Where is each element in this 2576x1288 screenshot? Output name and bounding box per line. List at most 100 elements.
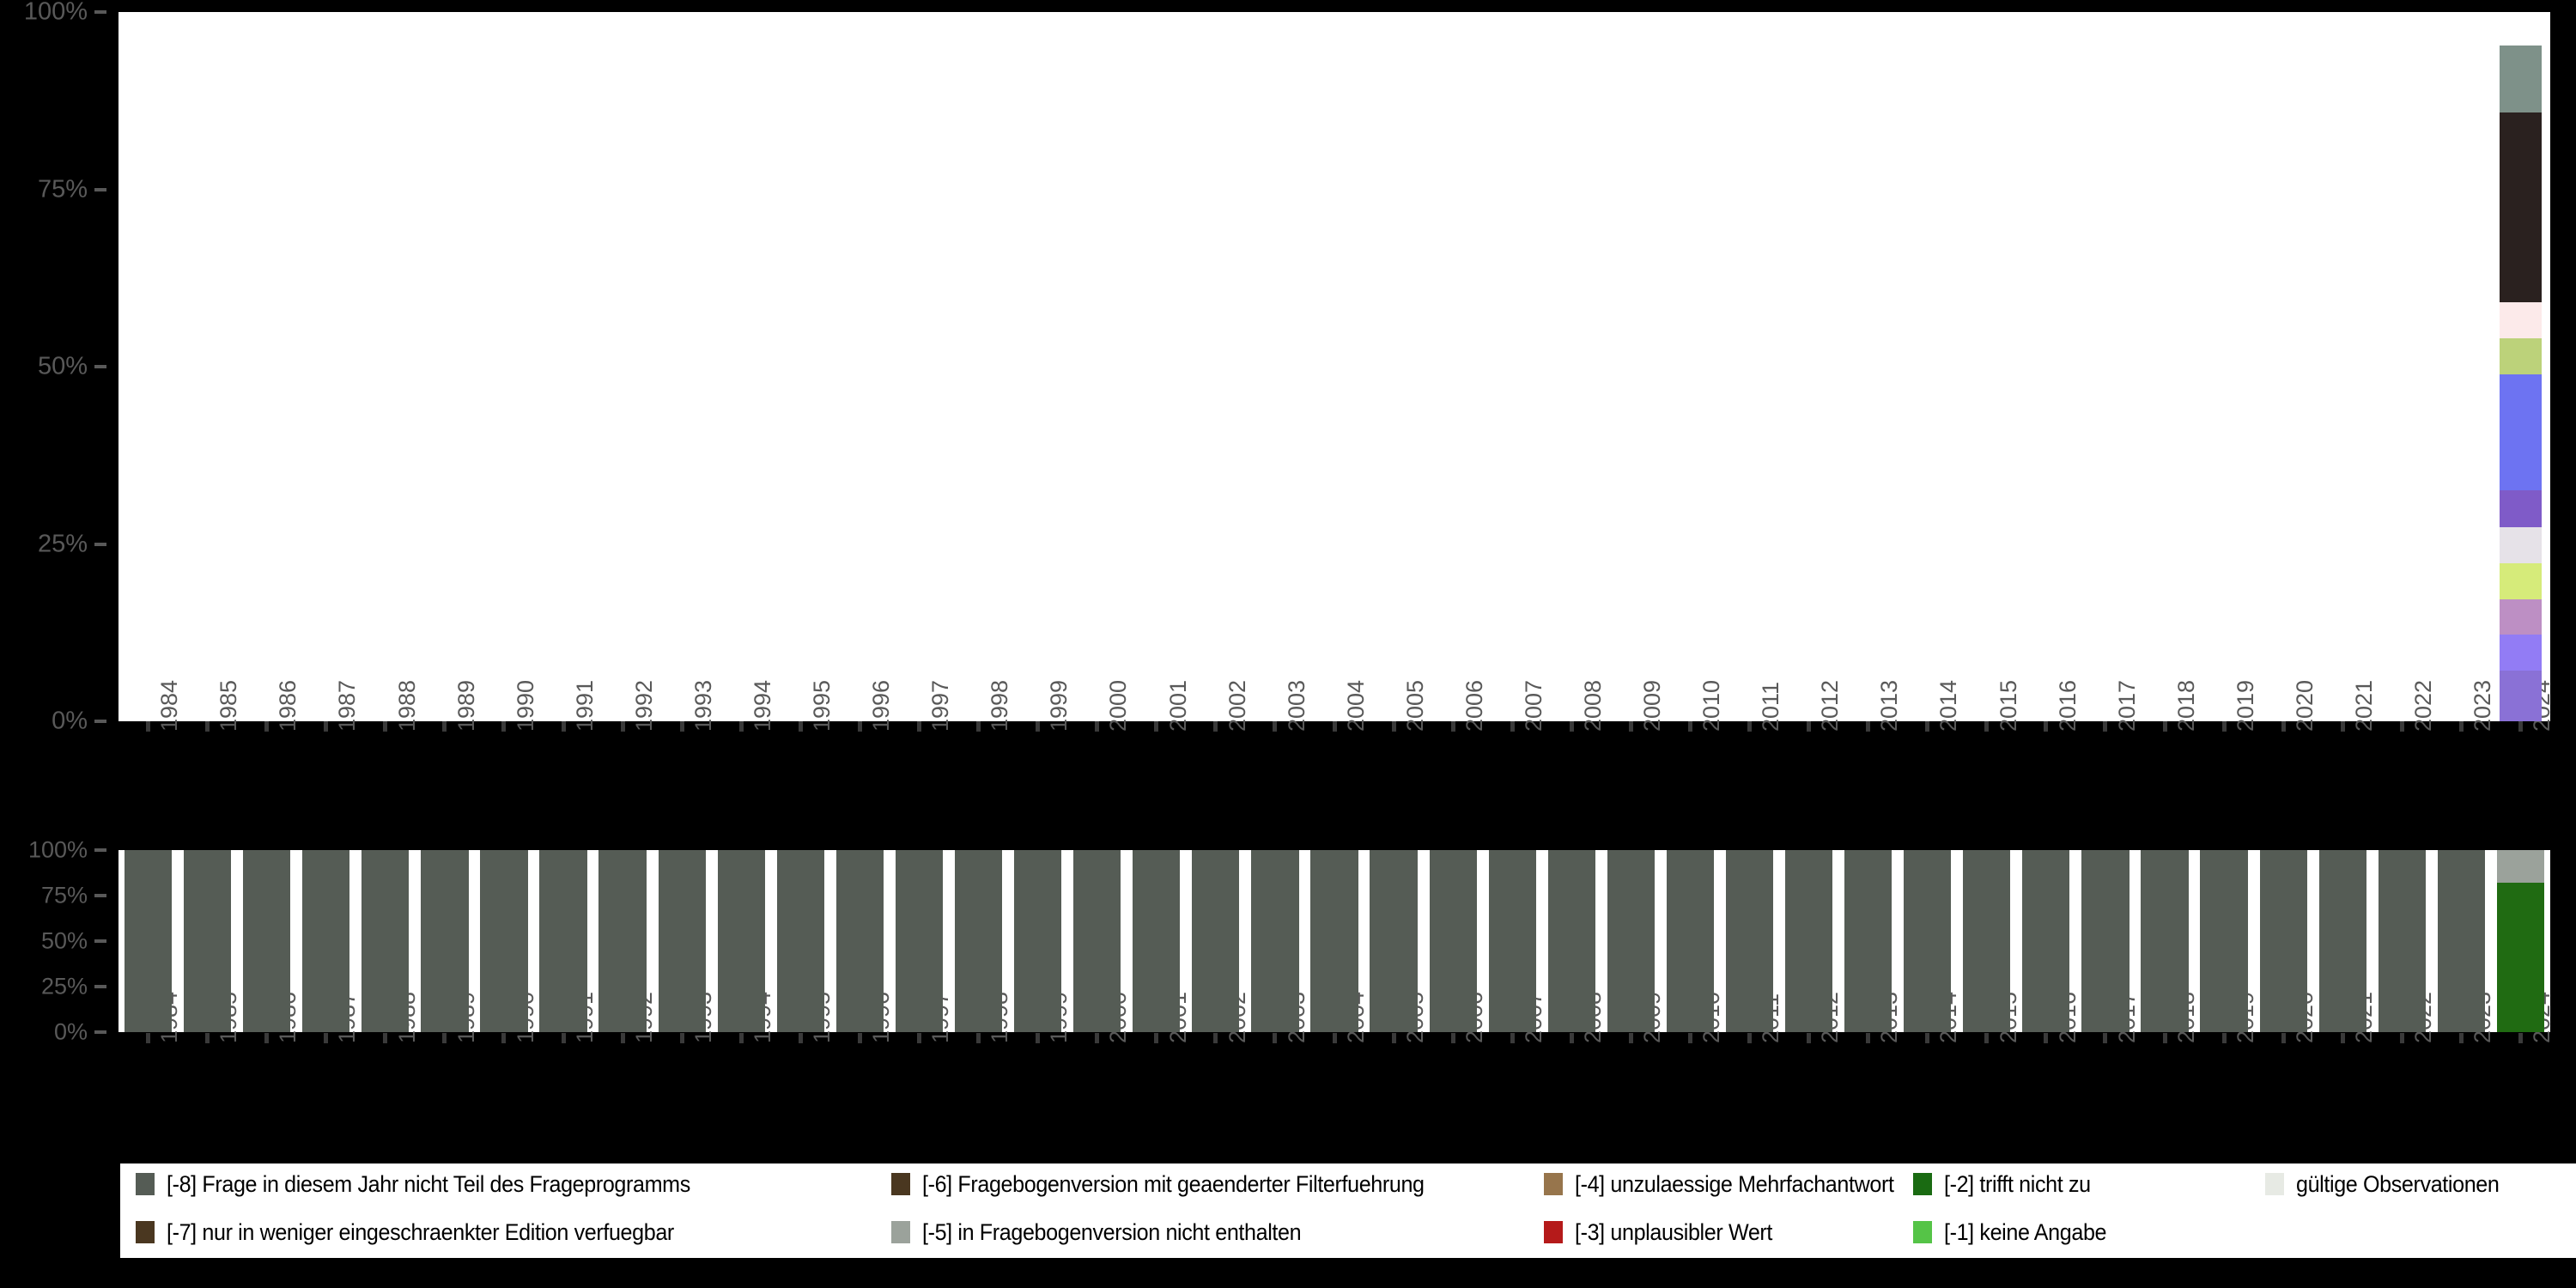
bar-2024 [2497, 850, 2544, 1032]
legend-swatch-icon [136, 1173, 155, 1195]
x-axis-tick-mark [1451, 1033, 1455, 1043]
legend-item[interactable]: [-3] unplausibler Wert [1544, 1217, 1787, 1248]
x-axis-tick-mark [1154, 1033, 1158, 1043]
bar-segment [2500, 490, 2543, 527]
bar-segment [2500, 46, 2543, 112]
bar-segment [1133, 850, 1180, 1032]
x-axis-tick-mark [1570, 1033, 1574, 1043]
bar-2002 [1192, 850, 1239, 1032]
bar-segment [2200, 850, 2247, 1032]
bar-segment [1192, 850, 1239, 1032]
x-axis-tick-mark [2103, 1033, 2107, 1043]
legend-swatch-icon [1913, 1173, 1932, 1195]
x-axis-tick-mark [1510, 721, 1515, 732]
x-axis-tick-mark [1213, 1033, 1218, 1043]
legend-item[interactable]: [-6] Fragebogenversion mit geaenderter F… [891, 1169, 1462, 1200]
bar-2009 [1607, 850, 1655, 1032]
legend-item[interactable]: [-2] trifft nicht zu [1913, 1169, 2102, 1200]
legend-item[interactable]: [-4] unzulaessige Mehrfachantwort [1544, 1169, 1918, 1200]
x-axis-tick-mark [205, 1033, 210, 1043]
x-axis-tick-mark [1747, 1033, 1752, 1043]
bar-segment [2319, 850, 2366, 1032]
bar-2001 [1133, 850, 1180, 1032]
x-axis-tick-mark [2459, 1033, 2464, 1043]
legend-item[interactable]: [-1] keine Angabe [1913, 1217, 2118, 1248]
legend-item[interactable]: gültige Observationen [2265, 1169, 2514, 1200]
legend-label: [-4] unzulaessige Mehrfachantwort [1575, 1171, 1894, 1198]
legend-item[interactable]: [-7] nur in weniger eingeschraenkter Edi… [136, 1217, 712, 1248]
x-axis-tick-mark [1392, 721, 1396, 732]
x-axis-tick-mark [264, 1033, 269, 1043]
x-axis-tick-mark [858, 721, 862, 732]
bar-segment [1963, 850, 2010, 1032]
x-axis-tick-mark [383, 1033, 387, 1043]
legend-swatch-icon [1544, 1173, 1563, 1195]
x-axis-tick-mark [1866, 721, 1870, 732]
bar-1990 [480, 850, 527, 1032]
x-axis-tick-mark [621, 1033, 625, 1043]
x-axis-tick-mark [858, 1033, 862, 1043]
legend-item[interactable]: [-8] Frage in diesem Jahr nicht Teil des… [136, 1169, 730, 1200]
bar-2022 [2379, 850, 2426, 1032]
y-axis-tick-label: 75% [41, 883, 88, 909]
x-axis-tick-mark [2163, 1033, 2167, 1043]
y-axis-tick-mark [94, 894, 106, 897]
x-axis-tick-mark [146, 721, 150, 732]
bar-2016 [2022, 850, 2069, 1032]
x-axis-tick-mark [562, 1033, 566, 1043]
x-axis-tick-mark [1807, 721, 1811, 732]
x-axis-tick-mark [1095, 721, 1099, 732]
legend-label: [-7] nur in weniger eingeschraenkter Edi… [167, 1219, 674, 1246]
x-axis-tick-mark [1095, 1033, 1099, 1043]
y-axis-tick-label: 75% [38, 175, 88, 204]
y-axis-tick-label: 25% [38, 530, 88, 558]
legend-label: [-2] trifft nicht zu [1944, 1171, 2091, 1198]
x-axis-tick-mark [2103, 721, 2107, 732]
bar-2005 [1370, 850, 1417, 1032]
legend-item[interactable]: [-5] in Fragebogenversion nicht enthalte… [891, 1217, 1329, 1248]
bar-segment [1251, 850, 1298, 1032]
bar-segment [1489, 850, 1536, 1032]
bar-segment [361, 850, 409, 1032]
bar-2007 [1489, 850, 1536, 1032]
bar-segment [2438, 850, 2485, 1032]
x-axis-tick-mark [1213, 721, 1218, 732]
x-axis-tick-mark [264, 721, 269, 732]
x-axis-tick-mark [2281, 721, 2286, 732]
x-axis-tick-mark [1570, 721, 1574, 732]
bar-segment [2500, 563, 2543, 599]
bar-2019 [2200, 850, 2247, 1032]
x-axis-tick-mark [2400, 721, 2404, 732]
bar-1989 [421, 850, 468, 1032]
legend-label: [-5] in Fragebogenversion nicht enthalte… [922, 1219, 1301, 1246]
x-axis-tick-mark [2163, 721, 2167, 732]
bar-segment [1785, 850, 1832, 1032]
x-axis-tick-mark [621, 721, 625, 732]
x-axis-tick-mark [2044, 721, 2048, 732]
legend: [-8] Frage in diesem Jahr nicht Teil des… [120, 1163, 2576, 1258]
bar-segment [1073, 850, 1121, 1032]
x-axis-tick-mark [2341, 1033, 2345, 1043]
x-axis-tick-mark [2281, 1033, 2286, 1043]
x-axis-tick-mark [205, 721, 210, 732]
x-axis-tick-mark [1688, 1033, 1692, 1043]
bar-segment [2500, 671, 2543, 721]
x-axis-tick-mark [1333, 721, 1337, 732]
x-axis-tick-mark [2518, 721, 2523, 732]
bar-1992 [598, 850, 646, 1032]
bar-2003 [1251, 850, 1298, 1032]
top-chart-panel: 0%25%50%75%100% 198419851986198719881989… [0, 0, 2576, 824]
bar-segment [1014, 850, 1061, 1032]
y-axis-tick-label: 100% [24, 0, 88, 27]
chart-page: 0%25%50%75%100% 198419851986198719881989… [0, 0, 2576, 1288]
bar-segment [2022, 850, 2069, 1032]
x-axis-tick-mark [324, 721, 328, 732]
x-axis-tick-mark [799, 721, 803, 732]
x-axis-tick-mark [1807, 1033, 1811, 1043]
y-axis-tick-label: 100% [28, 837, 88, 864]
legend-swatch-icon [891, 1221, 910, 1243]
x-axis-tick-mark [1451, 721, 1455, 732]
y-axis-tick-label: 50% [38, 353, 88, 381]
bottom-chart-x-axis: 1984198519861987198819891990199119921993… [0, 1033, 2576, 1153]
legend-label: [-8] Frage in diesem Jahr nicht Teil des… [167, 1171, 690, 1198]
